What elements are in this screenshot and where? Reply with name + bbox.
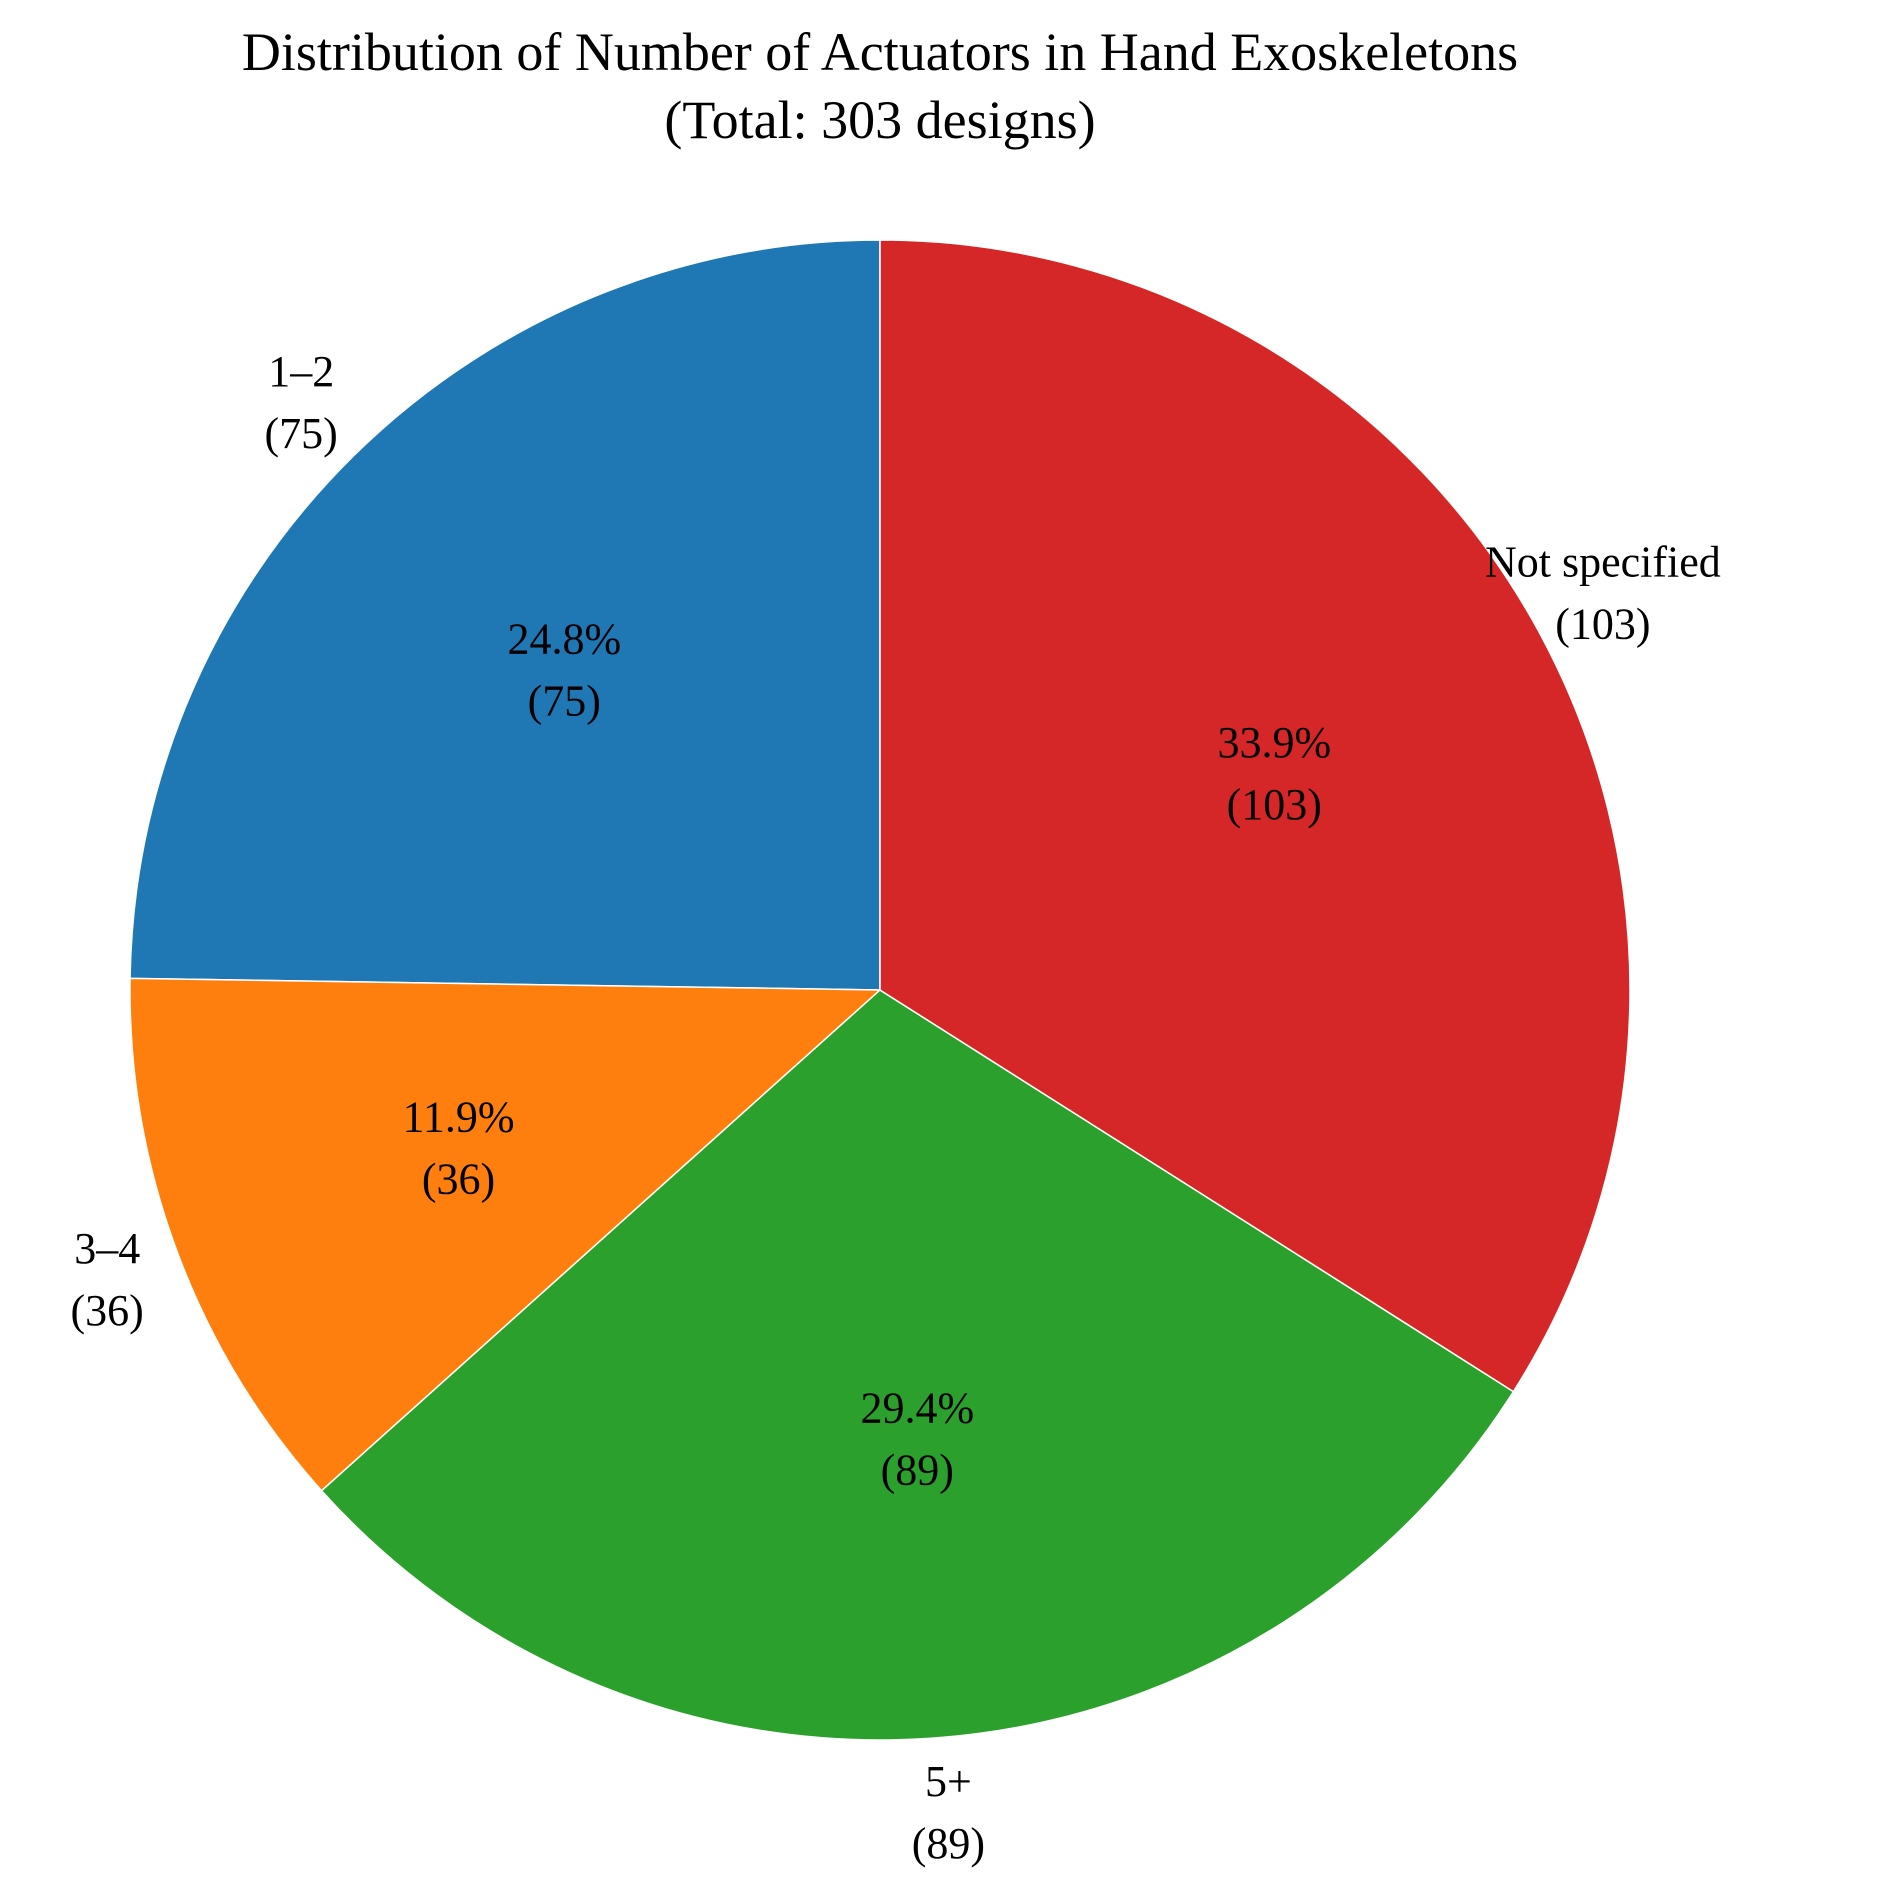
slice-percent-label-sub: (103): [1227, 780, 1322, 829]
chart-title: Distribution of Number of Actuators in H…: [242, 22, 1518, 82]
slice-category-label-sub: (36): [71, 1286, 144, 1335]
slice-percent-label-sub: (89): [881, 1446, 954, 1495]
slice-category-label: 5+: [925, 1757, 972, 1806]
slice-percent-label-sub: (75): [528, 676, 601, 725]
slice-category-label: Not specified: [1485, 537, 1721, 586]
slice-percent-label-sub: (36): [422, 1155, 495, 1204]
pie-slice-not-specified: [879, 239, 1631, 1393]
slice-category-label: 3–4: [74, 1224, 140, 1273]
chart-subtitle: (Total: 303 designs): [664, 90, 1095, 150]
slice-category-label-sub: (103): [1555, 599, 1650, 648]
slice-percent-label: 29.4%: [860, 1384, 974, 1433]
pie-slice-3-4: [129, 977, 882, 1492]
slice-percent-label: 11.9%: [402, 1093, 514, 1142]
slice-percent-label: 24.8%: [507, 614, 621, 663]
pie-labels: 24.8% (75) 1–2 (75) 11.9% (36) 3–4 (36) 29.4% (89…: [71, 347, 1721, 1868]
slice-percent-label: 33.9%: [1217, 718, 1331, 767]
slice-category-label-sub: (89): [912, 1819, 985, 1868]
pie-slice-1-2: [129, 239, 881, 991]
pie-slice-5: [320, 989, 1515, 1741]
pie-slices: [129, 239, 1631, 1741]
slice-category-label-sub: (75): [265, 409, 338, 458]
slice-category-label: 1–2: [268, 347, 334, 396]
